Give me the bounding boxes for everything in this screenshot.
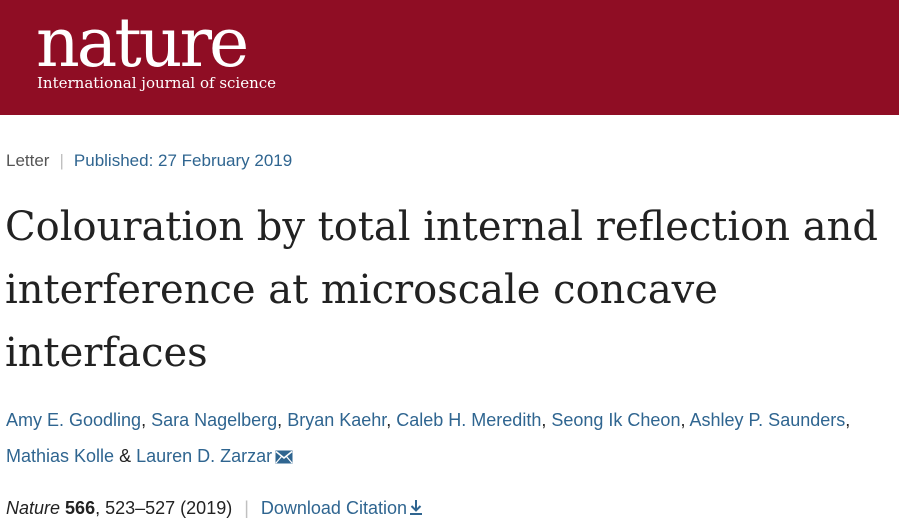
nature-logo[interactable]: nature	[36, 4, 249, 83]
author-list: Amy E. Goodling, Sara Nagelberg, Bryan K…	[6, 402, 886, 476]
author-link[interactable]: Bryan Kaehr	[287, 410, 387, 430]
author-link[interactable]: Caleb H. Meredith	[396, 410, 542, 430]
author-separator: ,	[277, 410, 288, 430]
journal-tagline: International journal of science	[37, 74, 277, 92]
author-separator: ,	[386, 410, 397, 430]
citation-pages: , 523–527 (2019)	[95, 498, 233, 518]
download-arrow-icon	[409, 497, 423, 521]
author-link[interactable]: Sara Nagelberg	[151, 410, 278, 430]
citation-line: Nature 566, 523–527 (2019) | Download Cita…	[6, 496, 423, 521]
meta-separator: |	[59, 151, 64, 170]
site-header: nature International journal of science	[0, 0, 899, 115]
article-meta: Letter | Published: 27 February 2019	[6, 150, 292, 172]
article-type: Letter	[6, 151, 50, 170]
author-separator: ,	[141, 410, 152, 430]
author-separator: ,	[680, 410, 690, 430]
mail-icon[interactable]	[275, 440, 293, 476]
article-title: Colouration by total internal reflection…	[5, 204, 878, 376]
journal-volume: 566	[65, 498, 96, 518]
author-separator: ,	[541, 410, 552, 430]
published-date: Published: 27 February 2019	[73, 151, 293, 170]
author-link[interactable]: Lauren D. Zarzar	[136, 446, 273, 466]
citation-separator: |	[244, 498, 249, 518]
author-link[interactable]: Mathias Kolle	[6, 446, 115, 466]
author-link[interactable]: Seong Ik Cheon	[551, 410, 681, 430]
download-citation-link[interactable]: Download Citation	[261, 498, 423, 518]
journal-name: Nature	[6, 498, 61, 518]
author-link[interactable]: Amy E. Goodling	[6, 410, 142, 430]
author-link[interactable]: Ashley P. Saunders	[689, 410, 846, 430]
author-separator: &	[114, 446, 137, 466]
download-citation-label: Download Citation	[260, 498, 407, 518]
author-separator: ,	[845, 410, 851, 430]
